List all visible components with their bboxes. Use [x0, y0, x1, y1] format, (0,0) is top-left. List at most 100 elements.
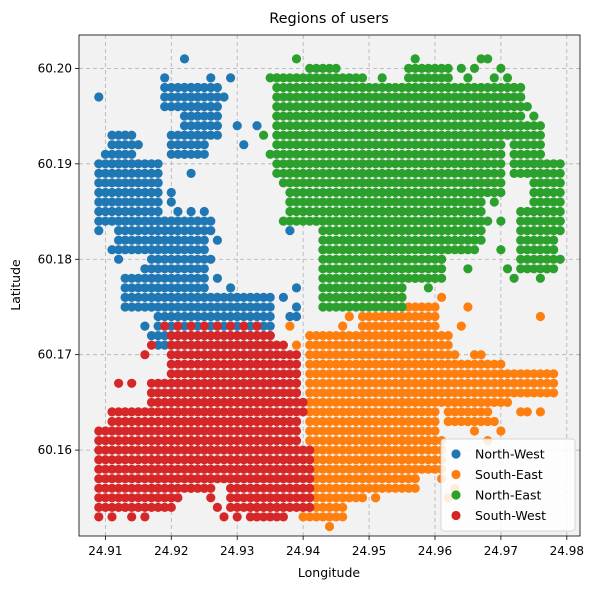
data-point [318, 397, 328, 407]
data-point [318, 283, 328, 293]
data-point [259, 407, 269, 417]
data-point [364, 168, 374, 178]
data-point [199, 407, 209, 417]
data-point [489, 159, 499, 169]
data-point [516, 168, 526, 178]
data-point [193, 254, 203, 264]
data-point [252, 397, 262, 407]
data-point [384, 378, 394, 388]
data-point [423, 121, 433, 131]
data-point [226, 331, 236, 341]
data-point [338, 512, 348, 522]
data-point [542, 245, 552, 255]
data-point [529, 130, 539, 140]
data-point [522, 388, 532, 398]
data-point [206, 254, 216, 264]
data-point [331, 102, 341, 112]
data-point [331, 73, 341, 83]
data-point [186, 121, 196, 131]
data-point [443, 378, 453, 388]
x-tick-label: 24.94 [286, 544, 320, 558]
data-point [278, 130, 288, 140]
data-point [311, 512, 321, 522]
data-point [318, 426, 328, 436]
data-point [226, 502, 236, 512]
data-point [146, 283, 157, 293]
data-point [489, 111, 499, 121]
data-point [193, 130, 203, 140]
data-point [318, 474, 328, 484]
data-point [305, 63, 315, 73]
data-point [377, 331, 387, 341]
data-point [232, 455, 242, 465]
data-point [127, 159, 137, 169]
data-point [331, 397, 341, 407]
data-point [291, 445, 302, 455]
data-point [417, 455, 427, 465]
data-point [509, 102, 519, 112]
data-point [193, 436, 203, 446]
data-point [357, 388, 368, 398]
data-point [377, 407, 387, 417]
data-point [212, 369, 222, 379]
data-point [384, 140, 394, 150]
data-point [173, 321, 183, 331]
data-point [199, 149, 209, 159]
data-point [212, 502, 222, 512]
data-point [285, 350, 295, 360]
data-point [397, 140, 407, 150]
data-point [272, 426, 282, 436]
data-point [338, 149, 348, 159]
legend-marker [451, 510, 461, 521]
data-point [100, 445, 110, 455]
data-point [193, 407, 203, 417]
data-point [469, 168, 480, 178]
data-point [173, 82, 183, 93]
data-point [410, 359, 420, 369]
data-point [423, 140, 433, 150]
data-point [219, 340, 229, 350]
data-point [232, 331, 242, 341]
data-point [120, 502, 130, 512]
data-point [338, 283, 348, 293]
data-point [186, 254, 196, 264]
data-point [226, 388, 236, 398]
data-point [404, 102, 414, 112]
data-point [516, 407, 526, 417]
data-point [410, 54, 420, 64]
data-point [278, 340, 288, 350]
data-point [291, 369, 302, 379]
data-point [522, 149, 532, 159]
data-point [437, 73, 447, 83]
data-point [239, 321, 249, 331]
data-point [232, 340, 242, 350]
data-point [206, 111, 216, 121]
data-point [305, 102, 315, 112]
data-point [153, 407, 163, 417]
data-point [469, 245, 480, 255]
data-point [357, 73, 368, 83]
data-point [153, 321, 163, 331]
data-point [245, 483, 255, 493]
data-point [489, 378, 499, 388]
data-point [193, 455, 203, 465]
data-point [166, 245, 176, 255]
data-point [489, 397, 499, 407]
data-point [232, 292, 242, 302]
data-point [259, 388, 269, 398]
data-point [377, 130, 387, 140]
data-point [417, 235, 427, 245]
data-point [193, 388, 203, 398]
data-point [430, 111, 440, 121]
data-point [397, 283, 407, 293]
data-point [193, 111, 203, 121]
data-point [469, 397, 480, 407]
data-point [384, 121, 394, 131]
data-point [127, 149, 137, 159]
data-point [417, 331, 427, 341]
data-point [390, 378, 400, 388]
data-point [285, 216, 295, 226]
data-point [496, 82, 506, 93]
data-point [259, 340, 269, 350]
data-point [318, 130, 328, 140]
